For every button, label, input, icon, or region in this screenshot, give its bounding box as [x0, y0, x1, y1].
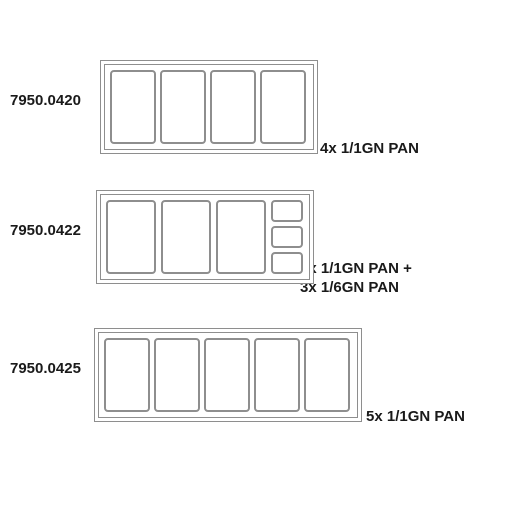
gn-pan-slot [271, 252, 303, 274]
gn-pan-slot [304, 338, 350, 412]
gn-pan-slot [271, 200, 303, 222]
gn-pan-slot [104, 338, 150, 412]
gn-pan-slot [254, 338, 300, 412]
gn-pan-slot [210, 70, 256, 144]
product-code: 7950.0420 [10, 92, 81, 109]
gn-pan-slot [161, 200, 211, 274]
gn-pan-slot [106, 200, 156, 274]
product-description: 3x 1/1GN PAN + 3x 1/6GN PAN [300, 260, 412, 298]
gn-pan-slot [154, 338, 200, 412]
diagram-canvas: 7950.0420 4x 1/1GN PAN 7950.0422 3x 1/1GN P… [0, 0, 512, 512]
product-code: 7950.0422 [10, 222, 81, 239]
product-code: 7950.0425 [10, 360, 81, 377]
gn-pan-slot [160, 70, 206, 144]
gn-pan-slot [110, 70, 156, 144]
gn-pan-slot [260, 70, 306, 144]
product-description: 4x 1/1GN PAN [320, 140, 419, 159]
gn-pan-slot [271, 226, 303, 248]
gn-pan-slot [204, 338, 250, 412]
product-description: 5x 1/1GN PAN [366, 408, 465, 427]
gn-pan-slot [216, 200, 266, 274]
